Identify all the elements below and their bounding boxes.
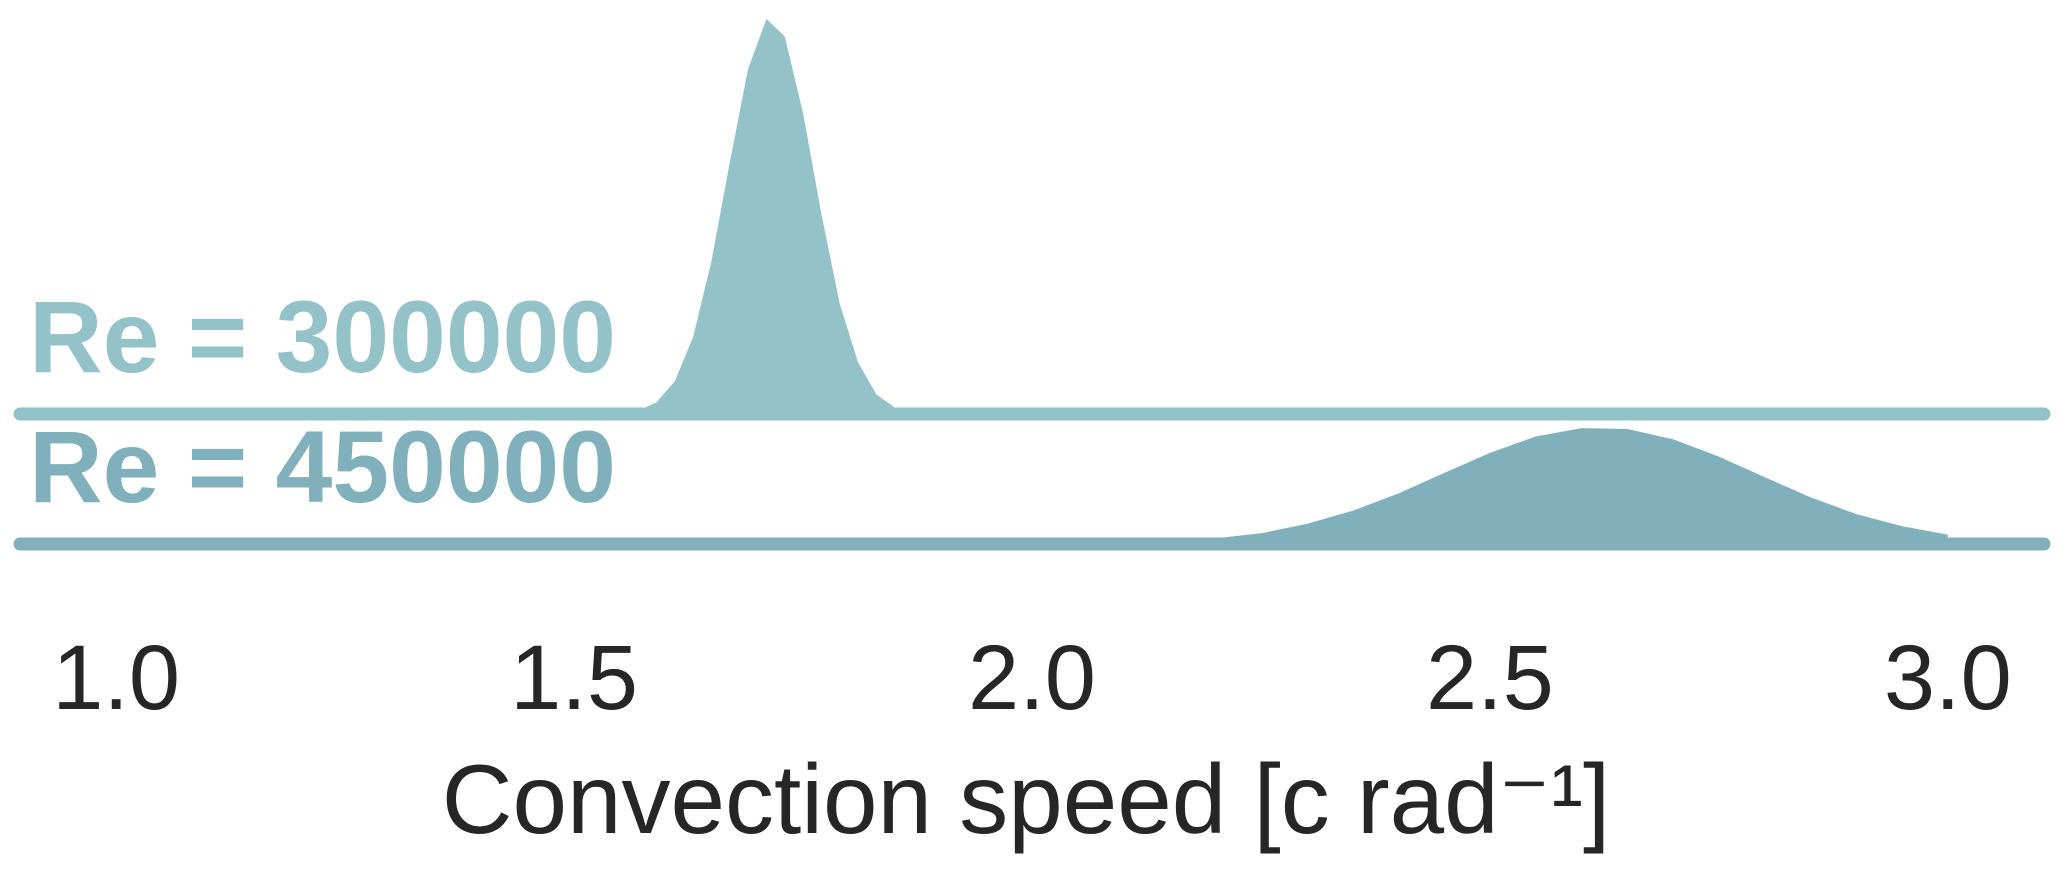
legend-label: Re = 450000 [29, 410, 616, 524]
x-tick-label: 1.5 [510, 627, 638, 729]
density-area [1215, 428, 1948, 544]
legend-label: Re = 300000 [29, 280, 616, 394]
x-tick-label: 2.0 [968, 627, 1096, 729]
x-axis-title: Convection speed [c rad⁻¹] [442, 744, 1610, 854]
x-tick-label: 1.0 [52, 627, 180, 729]
x-tick-label: 3.0 [1884, 627, 2012, 729]
density-area [619, 19, 932, 414]
x-tick-label: 2.5 [1426, 627, 1554, 729]
